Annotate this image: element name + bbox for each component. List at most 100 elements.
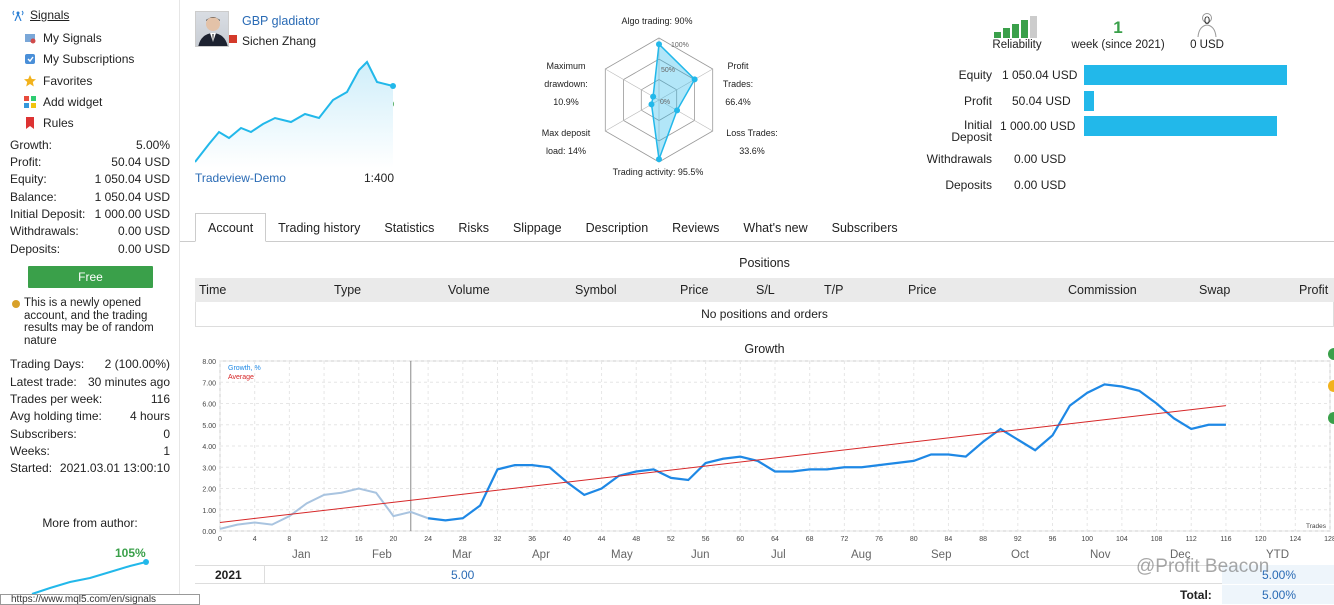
stat-withdrawals: Withdrawals: 0.00 USD xyxy=(10,224,170,238)
radar-label-max-deposit: Max deposit load: 14% xyxy=(541,128,591,156)
summary-value-deposits: 0.00 USD xyxy=(1014,178,1067,192)
growth-line xyxy=(427,383,1226,522)
signals-link[interactable]: Signals xyxy=(30,8,70,22)
summary-key-initial-deposit: Initial Deposit xyxy=(951,118,992,144)
stat-initial-deposit: Initial Deposit: 1 000.00 USD xyxy=(10,207,170,221)
x-tick-label: 16 xyxy=(355,536,363,543)
x-tick-label: 92 xyxy=(1014,536,1022,543)
col-sl[interactable]: S/L xyxy=(756,283,775,297)
x-tick-label: 20 xyxy=(390,536,398,543)
tab-description[interactable]: Description xyxy=(585,220,649,235)
radar-chart[interactable]: 100% 50% 0% xyxy=(600,30,720,170)
positions-header: Time Type Volume Symbol Price S/L T/P Pr… xyxy=(195,278,1334,302)
my-signals-icon xyxy=(24,32,36,44)
tab-subscribers[interactable]: Subscribers xyxy=(831,220,898,235)
author-name[interactable]: Sichen Zhang xyxy=(242,34,317,48)
ytd-cell xyxy=(1222,565,1334,584)
radar-label-profit: Profit Trades: 66.4% xyxy=(722,61,754,107)
watermark: @Profit Beacon xyxy=(1136,556,1270,577)
col-commission[interactable]: Commission xyxy=(1068,283,1137,297)
y-tick-label: 6.00 xyxy=(202,402,216,409)
stat-started: Started: 2021.03.01 13:00:10 xyxy=(10,461,170,475)
widget-icon xyxy=(24,96,36,108)
legend-growth: Growth, % xyxy=(228,365,261,372)
tab-slippage[interactable]: Slippage xyxy=(512,220,562,235)
summary-key-deposits: Deposits xyxy=(945,178,992,192)
tab-account[interactable]: Account xyxy=(195,213,267,242)
tab-whats-new[interactable]: What's new xyxy=(743,220,808,235)
x-tick-label: 64 xyxy=(771,536,779,543)
growth-title: Growth xyxy=(744,342,785,356)
tab-risks[interactable]: Risks xyxy=(458,220,489,235)
col-price[interactable]: Price xyxy=(680,283,709,297)
growth-chart[interactable]: 0.001.002.003.004.005.006.007.008.000 4 8 1… xyxy=(195,356,1334,548)
sidebar-item-rules[interactable]: Rules xyxy=(24,116,74,130)
stat-balance: Balance: 1 050.04 USD xyxy=(10,190,170,204)
sidebar-item-favorites[interactable]: Favorites xyxy=(24,74,92,88)
y-tick-label: 0.00 xyxy=(202,529,216,536)
x-tick-label: 80 xyxy=(910,536,918,543)
x-tick-label: 76 xyxy=(875,536,883,543)
radar-label-activity: Trading activity: 95.5% xyxy=(612,167,704,177)
month-label: YTD xyxy=(1266,549,1289,561)
col-time[interactable]: Time xyxy=(199,283,227,297)
stat-deposits: Deposits: 0.00 USD xyxy=(10,242,170,256)
col-swap[interactable]: Swap xyxy=(1199,283,1231,297)
author-avatar[interactable] xyxy=(195,11,229,47)
sidebar-item-label: Rules xyxy=(43,116,74,130)
stat-trades-per-week: Trades per week: 116 xyxy=(10,392,170,406)
subscribers-icon xyxy=(1197,13,1217,38)
col-tp[interactable]: T/P xyxy=(824,283,844,297)
col-symbol[interactable]: Symbol xyxy=(575,283,617,297)
sidebar-item-add-widget[interactable]: Add widget xyxy=(24,95,102,109)
tab-trading-history[interactable]: Trading history xyxy=(278,220,361,235)
stat-weeks: Weeks: 1 xyxy=(10,444,170,458)
year-divider xyxy=(264,565,265,584)
country-flag-icon xyxy=(229,35,237,43)
tab-reviews[interactable]: Reviews xyxy=(672,220,720,235)
col-type[interactable]: Type xyxy=(334,283,362,297)
x-tick-label: 104 xyxy=(1116,536,1128,543)
summary-value-equity: 1 050.04 USD xyxy=(1002,68,1078,82)
x-axis-label: Trades xyxy=(1306,523,1327,530)
summary-key-withdrawals: Withdrawals xyxy=(926,152,992,166)
x-tick-label: 8 xyxy=(287,536,291,543)
col-profit[interactable]: Profit xyxy=(1299,283,1329,297)
col-price-current[interactable]: Price xyxy=(908,283,937,297)
signal-name-link[interactable]: GBP gladiator xyxy=(242,14,320,28)
sidebar: Signals My Signals My Subscriptions Favo… xyxy=(0,0,200,605)
radar-point xyxy=(650,93,657,100)
x-tick-label: 52 xyxy=(667,536,675,543)
x-tick-label: 124 xyxy=(1289,536,1301,543)
bookmark-icon xyxy=(24,117,36,129)
stat-equity: Equity: 1 050.04 USD xyxy=(10,172,170,186)
x-tick-label: 4 xyxy=(253,536,257,543)
tab-statistics[interactable]: Statistics xyxy=(384,220,435,235)
radar-spoke xyxy=(658,99,713,132)
x-tick-label: 12 xyxy=(320,536,328,543)
side-widget-icon[interactable] xyxy=(1326,342,1334,432)
month-label: Aug xyxy=(851,549,872,561)
x-tick-label: 112 xyxy=(1186,536,1197,543)
month-label: Apr xyxy=(532,549,550,561)
x-tick-label: 40 xyxy=(563,536,571,543)
total-label: Total: xyxy=(1180,588,1212,602)
total-value: 5.00% xyxy=(1262,588,1297,602)
col-volume[interactable]: Volume xyxy=(448,283,490,297)
free-subscribe-button[interactable]: Free xyxy=(28,266,153,288)
signal-growth-sparkline[interactable] xyxy=(195,58,400,168)
year-row xyxy=(195,565,1334,584)
author-growth-value: 105% xyxy=(115,546,146,560)
month-label: Jul xyxy=(771,549,786,561)
x-tick-label: 56 xyxy=(702,536,710,543)
broker-link[interactable]: Tradeview-Demo xyxy=(195,171,286,185)
summary-value-profit: 50.04 USD xyxy=(1012,94,1071,108)
sidebar-item-my-subscriptions[interactable]: My Subscriptions xyxy=(24,52,134,66)
sidebar-item-my-signals[interactable]: My Signals xyxy=(24,31,102,45)
x-tick-label: 108 xyxy=(1151,536,1163,543)
signals-nav[interactable]: Signals xyxy=(12,8,69,22)
stat-profit: Profit: 50.04 USD xyxy=(10,155,170,169)
summary-value-withdrawals: 0.00 USD xyxy=(1014,152,1067,166)
author-sparkline[interactable] xyxy=(30,558,150,598)
x-tick-label: 32 xyxy=(494,536,502,543)
